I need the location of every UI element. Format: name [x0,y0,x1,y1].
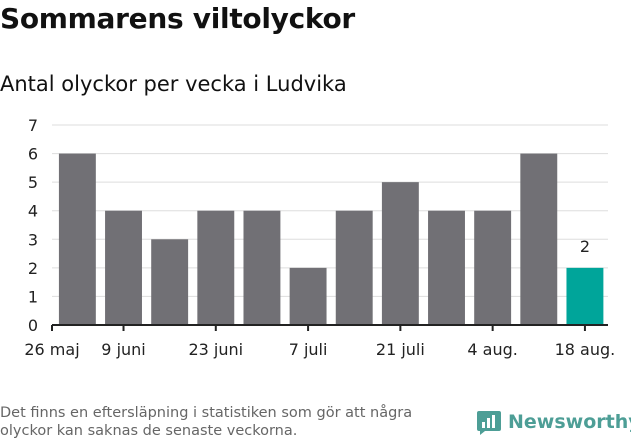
bar [335,210,373,325]
bar [151,239,189,325]
y-tick-label: 7 [28,116,38,135]
chart-subtitle: Antal olyckor per vecka i Ludvika [0,72,347,96]
bar [289,267,327,325]
bar [58,153,96,325]
data-label: 2 [580,237,590,256]
bar [381,182,419,325]
bar [428,210,465,325]
x-tick-label: 26 maj [24,340,79,359]
x-tick-label: 4 aug. [467,340,517,359]
bar [520,153,558,325]
y-tick-label: 4 [28,202,38,221]
bar [197,210,235,325]
y-tick-label: 6 [28,145,38,164]
bar [474,210,512,325]
y-tick-label: 0 [28,316,38,335]
bar [566,267,604,325]
y-tick-label: 2 [28,259,38,278]
y-tick-label: 1 [28,287,38,306]
bar [243,210,281,325]
bar [105,210,142,325]
bar-chart-icon [477,411,501,435]
bar-chart: 0 1 2 3 4 5 6 7 2 26 maj 9 juni 23 juni 7 juli 21 jul… [24,116,616,359]
brand-logo: Newsworthy [476,409,631,435]
x-tick-label: 7 juli [289,340,328,359]
y-tick-label: 3 [28,230,38,249]
x-tick-label: 23 juni [188,340,243,359]
y-tick-label: 5 [28,173,38,192]
x-tick-label: 18 aug. [555,340,616,359]
chart-title: Sommarens viltolyckor [0,2,355,35]
brand-name: Newsworthy [508,411,631,433]
x-tick-label: 21 juli [376,340,425,359]
footer-note: Det finns en eftersläpning i statistiken… [0,405,413,439]
x-tick-label: 9 juni [101,340,145,359]
